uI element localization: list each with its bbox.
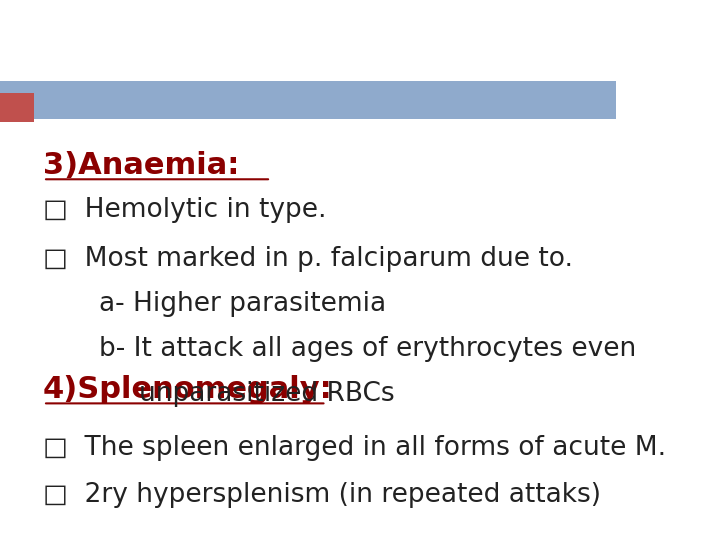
Text: 3)Anaemia:: 3)Anaemia: bbox=[43, 151, 240, 180]
Text: □  The spleen enlarged in all forms of acute M.: □ The spleen enlarged in all forms of ac… bbox=[43, 435, 666, 461]
FancyBboxPatch shape bbox=[0, 93, 34, 122]
Text: unparasitized RBCs: unparasitized RBCs bbox=[138, 381, 394, 407]
Text: a- Higher parasitemia: a- Higher parasitemia bbox=[99, 291, 386, 316]
Text: 4)Splenomegaly:: 4)Splenomegaly: bbox=[43, 375, 333, 404]
FancyBboxPatch shape bbox=[0, 81, 616, 119]
Text: □  Most marked in p. falciparum due to.: □ Most marked in p. falciparum due to. bbox=[43, 246, 573, 272]
Text: □  Hemolytic in type.: □ Hemolytic in type. bbox=[43, 197, 327, 223]
Text: b- It attack all ages of erythrocytes even: b- It attack all ages of erythrocytes ev… bbox=[99, 336, 636, 362]
Text: □  2ry hypersplenism (in repeated attaks): □ 2ry hypersplenism (in repeated attaks) bbox=[43, 482, 601, 508]
